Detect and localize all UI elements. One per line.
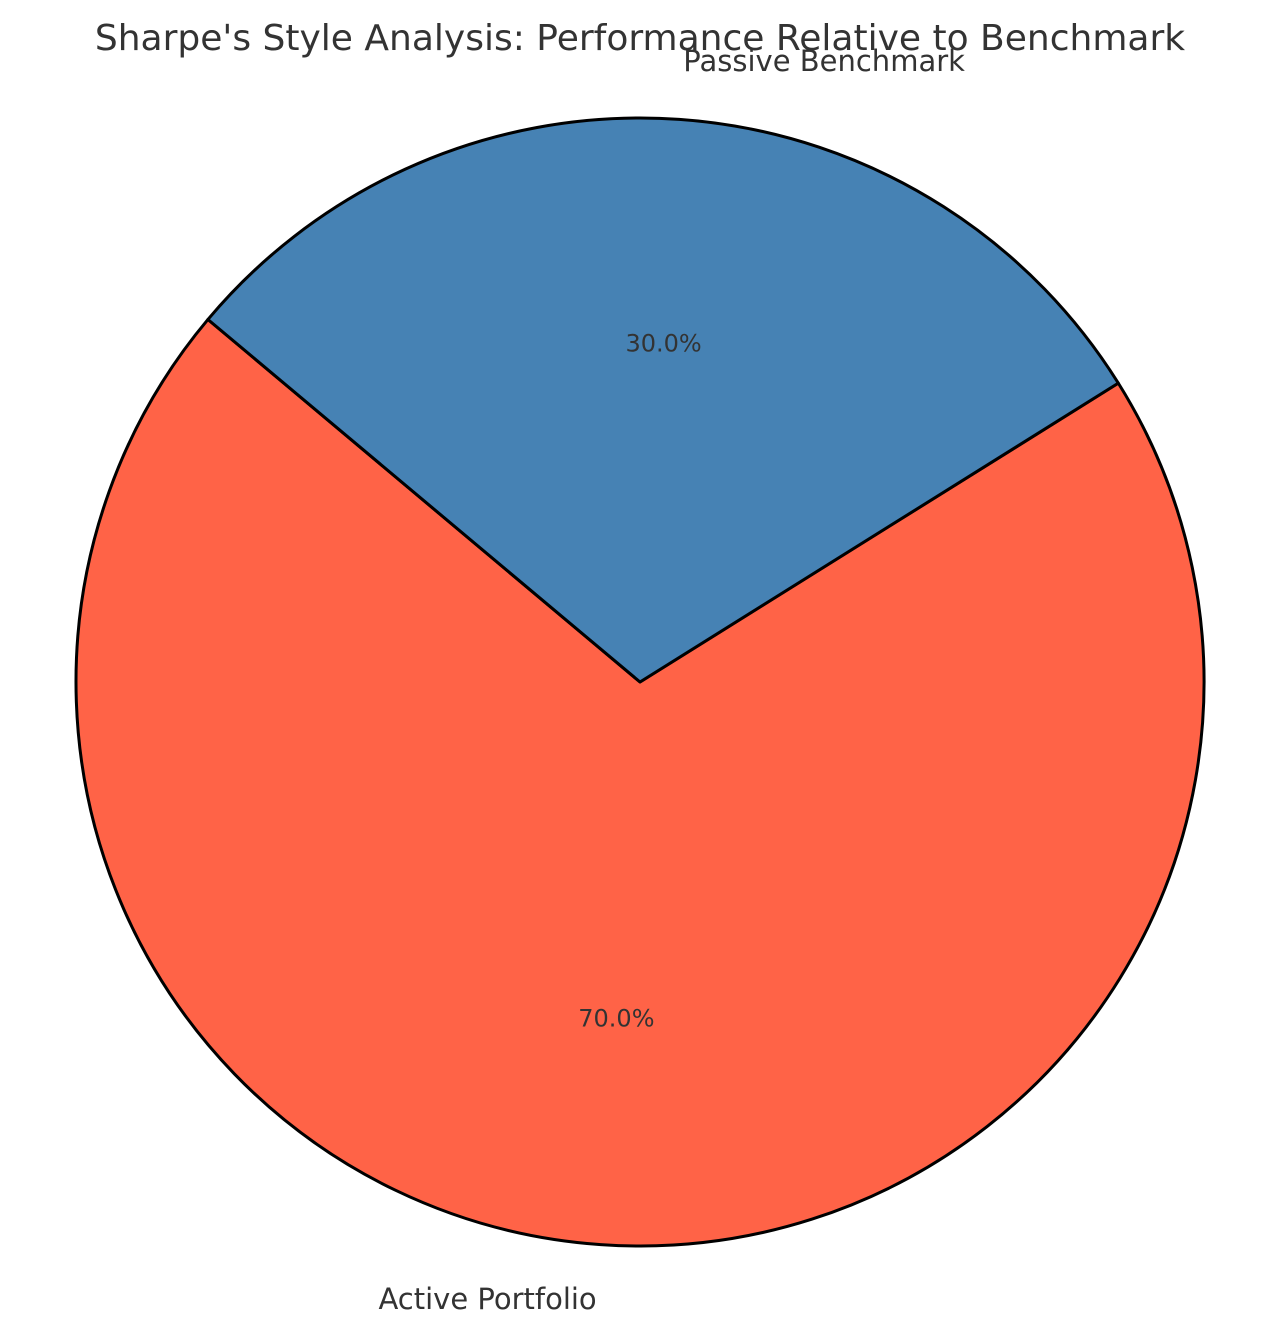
slice-percent-label: 30.0% [625,329,701,357]
slice-percent-label: 70.0% [578,1005,654,1033]
pie-slices [74,116,1206,1248]
chart-title: Sharpe's Style Analysis: Performance Rel… [95,18,1185,59]
slice-label: Active Portfolio [378,1282,596,1316]
pie-slice-passive-benchmark [206,116,1120,684]
slice-label: Passive Benchmark [683,44,965,78]
pie-slice-active-portfolio [74,317,1206,1248]
pie-labels: Active Portfolio 70.0% Passive Benchmark 30… [378,44,965,1316]
